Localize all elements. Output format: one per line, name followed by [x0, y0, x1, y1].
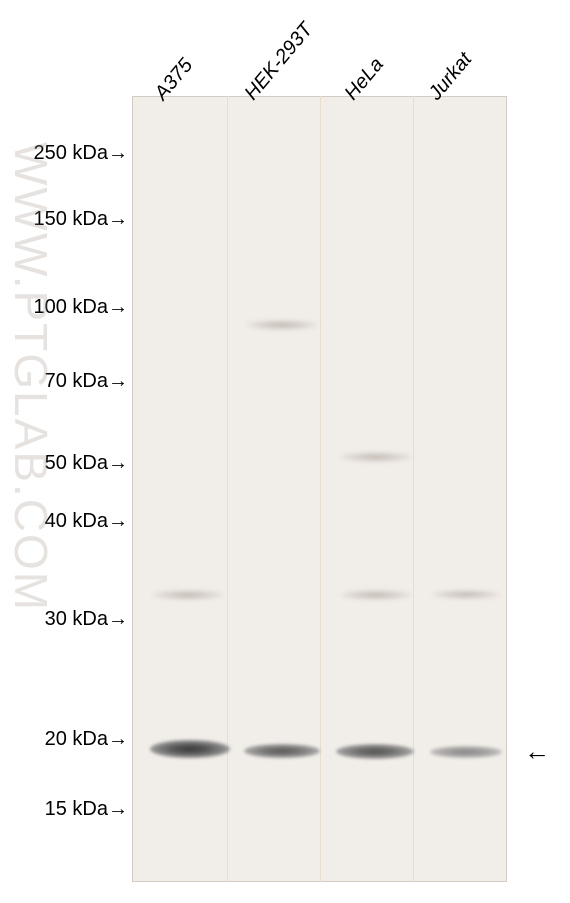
marker-250: 250 kDa→ [34, 142, 129, 165]
faint-band [340, 452, 412, 462]
marker-150: 150 kDa→ [34, 208, 129, 231]
marker-50: 50 kDa→ [45, 452, 128, 475]
band-lane-4 [430, 746, 502, 758]
target-band-arrow: ← [524, 736, 550, 767]
marker-20: 20 kDa→ [45, 728, 128, 751]
faint-band [340, 590, 412, 600]
band-lane-3 [336, 744, 414, 759]
marker-30: 30 kDa→ [45, 608, 128, 631]
faint-band [152, 590, 224, 600]
band-lane-1 [150, 740, 230, 758]
lane-label-hek293t: HEK-293T [240, 19, 318, 105]
blot-container: A375 HEK-293T HeLa Jurkat 250 kDa→ 150 k… [0, 0, 570, 903]
marker-40: 40 kDa→ [45, 510, 128, 533]
marker-15: 15 kDa→ [45, 798, 128, 821]
band-lane-2 [244, 744, 320, 758]
lane-divider [227, 96, 228, 882]
faint-band [246, 320, 318, 330]
lane-divider [413, 96, 414, 882]
faint-band [432, 590, 500, 599]
marker-70: 70 kDa→ [45, 370, 128, 393]
lane-divider [320, 96, 321, 882]
marker-100: 100 kDa→ [34, 296, 129, 319]
